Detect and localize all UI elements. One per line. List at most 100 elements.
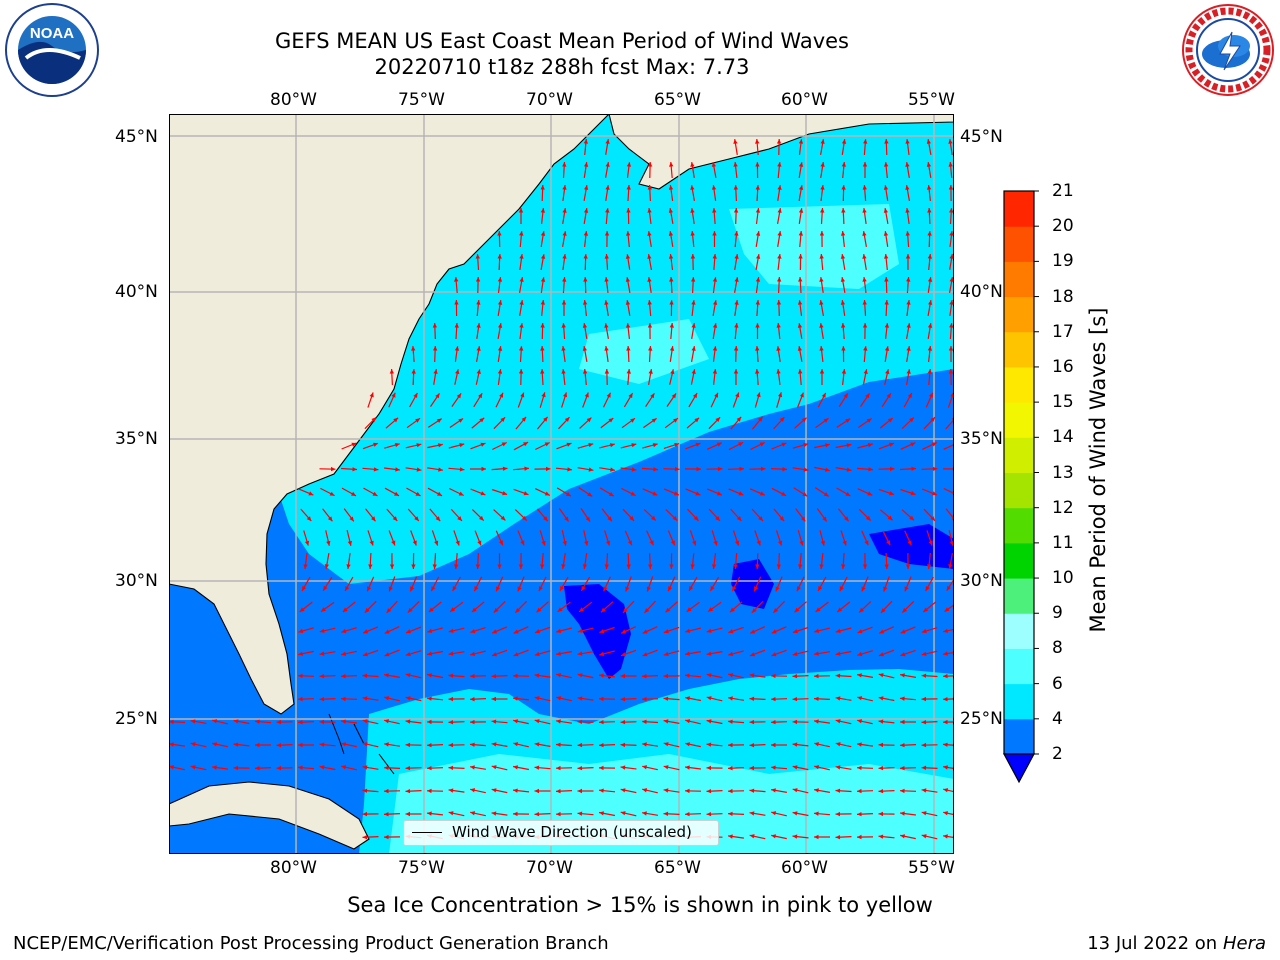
arrow-head-663 [835,696,841,701]
arrow-head-415 [844,516,849,522]
arrow-head-594 [685,651,690,656]
arrow-head-659 [749,696,755,701]
arrow-head-440 [713,540,718,546]
arrow-head-438 [670,540,675,546]
map-area [169,114,954,854]
arrow-head-24 [798,162,804,167]
arrow-head-272 [371,417,377,422]
arrow-head-575 [943,628,949,633]
arrow-head-80 [647,231,652,236]
arrow-head-715 [362,742,368,747]
arrow-head-799 [771,788,776,793]
arrow-head-500 [668,586,672,592]
arrow-head-437 [649,540,654,546]
arrow-head-727 [620,742,626,748]
arrow-head-772 [792,765,798,770]
arrow-head-18 [669,162,674,167]
arrow-head-671 [212,719,218,724]
arrow-head-237 [819,369,825,374]
arrow-head-529 [623,608,628,613]
arrow-head-63 [755,208,761,213]
arrow-head-122 [540,277,546,282]
arrow-head-76 [562,231,567,236]
arrow-head-691 [642,719,647,724]
arrow-head-740 [900,743,905,748]
arrow-head-463 [540,564,545,569]
arrow-head-64 [777,208,782,213]
arrow-head-69 [883,208,888,213]
arrow-head-754 [405,766,411,771]
arrow-head-686 [534,719,540,724]
land-maritimes [608,114,954,190]
arrow-head-501 [689,585,694,591]
arrow-head-583 [448,651,454,656]
arrow-head-475 [798,564,803,569]
arrow-head-360 [329,491,335,496]
arrow-head-146 [540,300,545,305]
arrow-head-77 [583,231,589,236]
arrow-head-803 [857,788,862,794]
arrow-head-431 [520,540,525,546]
arrow-head-359 [308,491,314,496]
arrow-head-506 [796,586,801,592]
arrow-head-34 [584,185,589,190]
arrow-head-714 [341,742,346,747]
arrow-head-167 [454,323,459,328]
lat-label-left-30n: 30°N [115,571,158,591]
arrow-head-489 [431,586,436,592]
arrow-head-112 [840,254,846,259]
arrow-head-131 [734,277,739,282]
arrow-head-602 [857,651,863,657]
arrow-head-207 [755,346,760,351]
arrow-head-744 [190,765,196,770]
arrow-head-277 [479,417,485,423]
arrow-head-96 [497,254,502,259]
arrow-head-403 [585,516,590,522]
arrow-head-544 [944,607,950,612]
colorbar-bin-9-10 [1004,578,1034,614]
arrow-head-293 [823,418,829,423]
arrow-head-152 [669,300,674,305]
arrow-head-651 [577,696,583,701]
arrow-head-158 [797,300,803,305]
arrow-head-427 [434,540,439,546]
arrow-head-554 [492,629,498,634]
arrow-head-717 [405,742,411,748]
arrow-head-806 [921,788,927,793]
arrow-head-281 [564,417,570,422]
arrow-head-379 [738,491,744,496]
arrow-head-512 [925,586,930,591]
arrow-head-84 [734,231,739,236]
arrow-head-128 [669,277,674,282]
arrow-head-103 [647,254,652,259]
arrow-head-354 [868,467,873,472]
arrow-head-177 [669,323,674,328]
lon-label-bottom-60w: 60°W [781,858,828,878]
arrow-head-561 [642,629,648,634]
arrow-head-250 [499,392,503,398]
colorbar-tick-11: 11 [1052,532,1074,553]
arrow-head-471 [711,564,717,569]
arrow-head-433 [562,540,567,546]
arrow-head-173 [582,323,588,328]
arrow-head-497 [603,586,608,592]
arrow-head-557 [556,628,562,633]
chart-title: GEFS MEAN US East Coast Mean Period of W… [275,29,849,53]
colorbar-tick-14: 14 [1052,427,1074,448]
arrow-head-416 [865,515,871,521]
arrow-head-425 [391,540,396,546]
arrow-head-221 [476,369,481,374]
arrow-head-156 [755,300,760,305]
arrow-head-93 [927,231,932,236]
arrow-head-448 [886,540,891,546]
arrow-head-718 [427,743,432,748]
arrow-head-129 [691,277,696,282]
arrow-head-239 [863,369,868,374]
arrow-head-702 [878,719,884,724]
arrow-head-264 [799,392,804,398]
arrow-head-37 [647,185,652,190]
arrow-head-105 [690,254,696,259]
arrow-head-182 [776,323,781,328]
arrow-head-356 [911,466,916,471]
arrow-head-234 [755,369,760,374]
